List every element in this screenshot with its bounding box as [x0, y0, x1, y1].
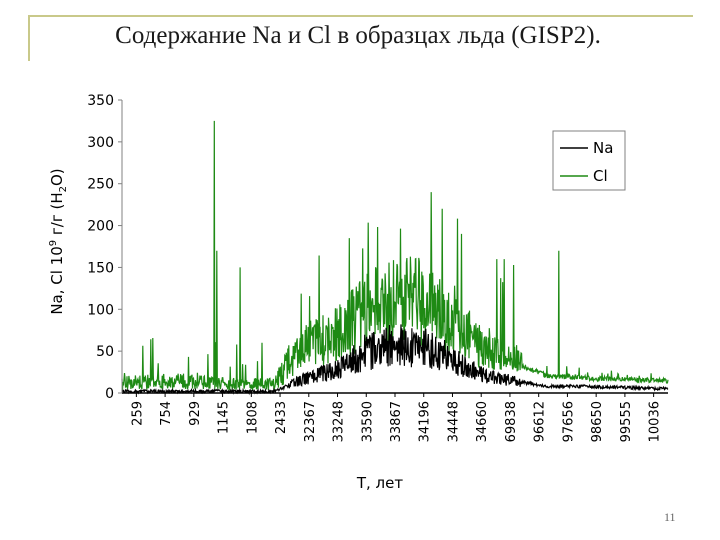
y-tick-label: 150 [87, 260, 114, 276]
y-tick-label: 250 [87, 177, 114, 193]
legend-box [552, 130, 626, 191]
y-tick-label: 300 [87, 135, 114, 151]
y-axis-label: Na, Cl 109 г/г (H2O) [48, 168, 69, 314]
x-tick-label: 2433 [274, 401, 289, 434]
series-line-cl [121, 120, 669, 391]
x-tick-label: 929 [188, 401, 203, 426]
x-tick-label: 34660 [475, 401, 490, 442]
page-number: 11 [664, 510, 676, 524]
legend-label: Na [593, 139, 613, 157]
slide-title: Содержание Na и Cl в образцах льда (GISP… [115, 22, 601, 49]
x-tick-label: 99555 [619, 401, 634, 442]
legend: Na Cl [552, 130, 626, 191]
title-rule [28, 15, 693, 17]
x-tick-label: 98650 [590, 401, 605, 442]
x-tick-label: 69838 [504, 401, 519, 442]
x-tick-label: 32367 [303, 401, 318, 442]
legend-label: Cl [593, 167, 608, 185]
title-accent-bar [28, 15, 30, 61]
x-tick-label: 754 [159, 401, 174, 426]
x-tick-label: 34448 [446, 401, 461, 442]
x-tick-label: 33590 [360, 401, 375, 442]
y-tick-label: 100 [87, 302, 114, 318]
x-tick-label: 259 [130, 401, 145, 426]
x-tick-label: 34196 [418, 401, 433, 442]
y-tick-label: 350 [87, 93, 114, 109]
x-tick-label: 10036 [648, 401, 663, 442]
y-tick-label: 0 [105, 386, 114, 402]
y-tick-label: 200 [87, 219, 114, 235]
y-tick-label: 50 [96, 344, 114, 360]
series-line-na [121, 324, 669, 396]
x-tick-label: 97656 [561, 401, 576, 442]
x-tick-label: 96612 [533, 401, 548, 442]
x-axis-label: T, лет [356, 474, 404, 492]
x-tick-label: 33867 [389, 401, 404, 442]
x-tick-label: 1808 [245, 401, 260, 434]
x-tick-label: 33248 [332, 401, 347, 442]
x-tick-label: 1145 [217, 401, 232, 434]
